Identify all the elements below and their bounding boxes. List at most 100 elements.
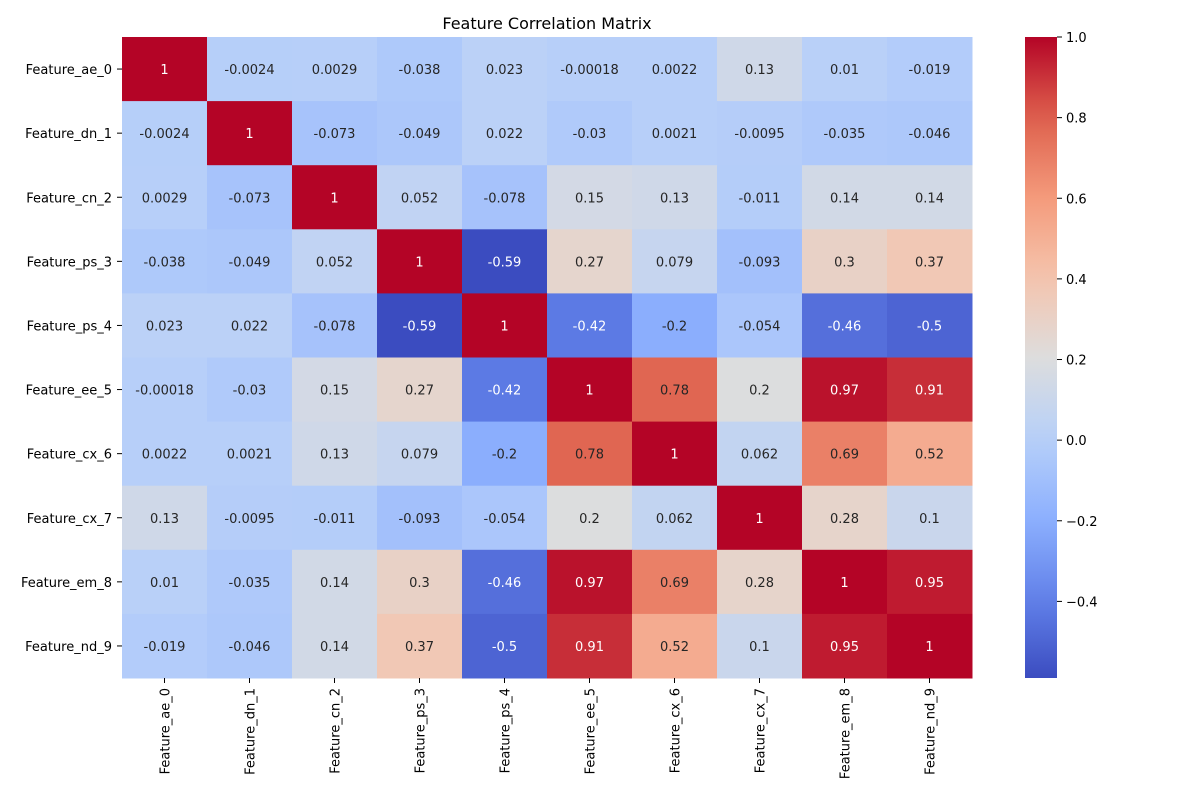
cell-value-label: -0.03 bbox=[573, 127, 607, 142]
cell-value-label: -0.00018 bbox=[560, 63, 618, 78]
heatmap-cell bbox=[717, 613, 803, 679]
cell-value-label: -0.046 bbox=[909, 127, 951, 142]
heatmap-cell bbox=[207, 357, 293, 423]
heatmap-cell bbox=[887, 165, 973, 230]
heatmap-cell bbox=[377, 229, 463, 294]
cell-value-label: 0.78 bbox=[575, 448, 604, 463]
cell-value-label: 0.023 bbox=[486, 63, 523, 78]
cell-value-label: 0.28 bbox=[830, 512, 859, 527]
colorbar-gradient bbox=[1025, 37, 1057, 678]
heatmap-cell bbox=[547, 165, 633, 230]
heatmap-cell bbox=[887, 613, 973, 679]
heatmap-cell bbox=[292, 421, 378, 487]
heatmap-cell bbox=[207, 101, 293, 166]
cell-value-label: 0.0022 bbox=[652, 63, 698, 78]
cell-value-label: 0.052 bbox=[401, 191, 438, 206]
cell-value-label: -0.0024 bbox=[139, 127, 189, 142]
colorbar: −0.4 −0.2 0.0 0.2 0.4 0.6 0.8 1.0 bbox=[1025, 31, 1098, 678]
heatmap-cell bbox=[377, 37, 463, 102]
heatmap-cell bbox=[887, 37, 973, 102]
heatmap-cell bbox=[802, 549, 888, 615]
heatmap-cell bbox=[122, 229, 208, 294]
heatmap-cell bbox=[292, 101, 378, 166]
heatmap-cell bbox=[462, 485, 548, 551]
heatmap-cell bbox=[547, 485, 633, 551]
heatmap-cell bbox=[462, 549, 548, 615]
heatmap-cell bbox=[632, 293, 718, 358]
heatmap-cell bbox=[632, 37, 718, 102]
heatmap-cell bbox=[802, 421, 888, 487]
heatmap-cell bbox=[887, 293, 973, 358]
cell-value-label: -0.0095 bbox=[224, 512, 274, 527]
y-tick-label: Feature_dn_1 bbox=[25, 127, 112, 142]
cell-value-label: -0.46 bbox=[828, 319, 862, 334]
heatmap-cell bbox=[122, 37, 208, 102]
cell-value-label: -0.038 bbox=[144, 255, 186, 270]
x-tick-label: Feature_dn_1 bbox=[244, 688, 259, 775]
heatmap-cell bbox=[122, 101, 208, 166]
cell-value-label: -0.59 bbox=[403, 319, 437, 334]
heatmap-cell bbox=[207, 293, 293, 358]
heatmap-cell bbox=[632, 613, 718, 679]
y-tick-label: Feature_ae_0 bbox=[26, 63, 112, 78]
heatmap-cell bbox=[717, 37, 803, 102]
cell-value-label: -0.00018 bbox=[135, 384, 193, 399]
cell-value-label: 0.062 bbox=[656, 512, 693, 527]
cell-annotations: 1 -0.0024 0.0029 -0.038 0.023 -0.00018 0.0022 0… bbox=[135, 63, 950, 655]
heatmap-cells bbox=[122, 37, 973, 679]
heatmap-cell bbox=[887, 357, 973, 423]
cell-value-label: 0.1 bbox=[749, 640, 770, 655]
cell-value-label: 1 bbox=[415, 255, 423, 270]
heatmap-cell bbox=[802, 37, 888, 102]
heatmap-cell bbox=[462, 357, 548, 423]
heatmap-cell bbox=[632, 229, 718, 294]
heatmap-cell bbox=[547, 613, 633, 679]
cell-value-label: 0.0029 bbox=[142, 191, 188, 206]
heatmap-cell bbox=[207, 165, 293, 230]
cell-value-label: 0.3 bbox=[834, 255, 855, 270]
cell-value-label: 0.69 bbox=[830, 448, 859, 463]
cell-value-label: 0.28 bbox=[745, 576, 774, 591]
heatmap-cell bbox=[377, 165, 463, 230]
heatmap-cell bbox=[632, 549, 718, 615]
heatmap-cell bbox=[717, 293, 803, 358]
cell-value-label: 0.78 bbox=[660, 384, 689, 399]
x-axis-ticks: Feature_ae_0 Feature_dn_1 Feature_cn_2 Feat… bbox=[159, 678, 939, 779]
heatmap-cell bbox=[207, 37, 293, 102]
y-tick-label: Feature_ee_5 bbox=[26, 384, 112, 399]
heatmap-cell bbox=[547, 37, 633, 102]
cell-value-label: 0.52 bbox=[915, 448, 944, 463]
cell-value-label: -0.078 bbox=[484, 191, 526, 206]
cell-value-label: -0.019 bbox=[909, 63, 951, 78]
x-tick-label: Feature_em_8 bbox=[839, 688, 854, 779]
heatmap-cell bbox=[802, 357, 888, 423]
heatmap-cell bbox=[207, 421, 293, 487]
heatmap-cell bbox=[462, 37, 548, 102]
cell-value-label: -0.035 bbox=[229, 576, 271, 591]
cell-value-label: 0.023 bbox=[146, 319, 183, 334]
heatmap-cell bbox=[802, 485, 888, 551]
colorbar-tick-label: 0.4 bbox=[1066, 273, 1087, 288]
cell-value-label: 0.14 bbox=[320, 576, 349, 591]
cell-value-label: 0.69 bbox=[660, 576, 689, 591]
cell-value-label: -0.073 bbox=[314, 127, 356, 142]
cell-value-label: 0.95 bbox=[830, 640, 859, 655]
cell-value-label: -0.078 bbox=[314, 319, 356, 334]
cell-value-label: -0.054 bbox=[739, 319, 781, 334]
heatmap-cell bbox=[462, 165, 548, 230]
x-tick-label: Feature_ae_0 bbox=[159, 688, 174, 774]
x-tick-label: Feature_cn_2 bbox=[329, 688, 344, 774]
cell-value-label: 0.15 bbox=[320, 384, 349, 399]
cell-value-label: -0.093 bbox=[739, 255, 781, 270]
heatmap-cell bbox=[292, 37, 378, 102]
cell-value-label: -0.046 bbox=[229, 640, 271, 655]
cell-value-label: 0.062 bbox=[741, 448, 778, 463]
cell-value-label: -0.42 bbox=[488, 384, 522, 399]
heatmap-cell bbox=[292, 165, 378, 230]
cell-value-label: 0.01 bbox=[830, 63, 859, 78]
colorbar-tick-label: 0.0 bbox=[1066, 434, 1087, 449]
cell-value-label: 0.27 bbox=[575, 255, 604, 270]
heatmap-cell bbox=[207, 549, 293, 615]
heatmap-cell bbox=[547, 293, 633, 358]
